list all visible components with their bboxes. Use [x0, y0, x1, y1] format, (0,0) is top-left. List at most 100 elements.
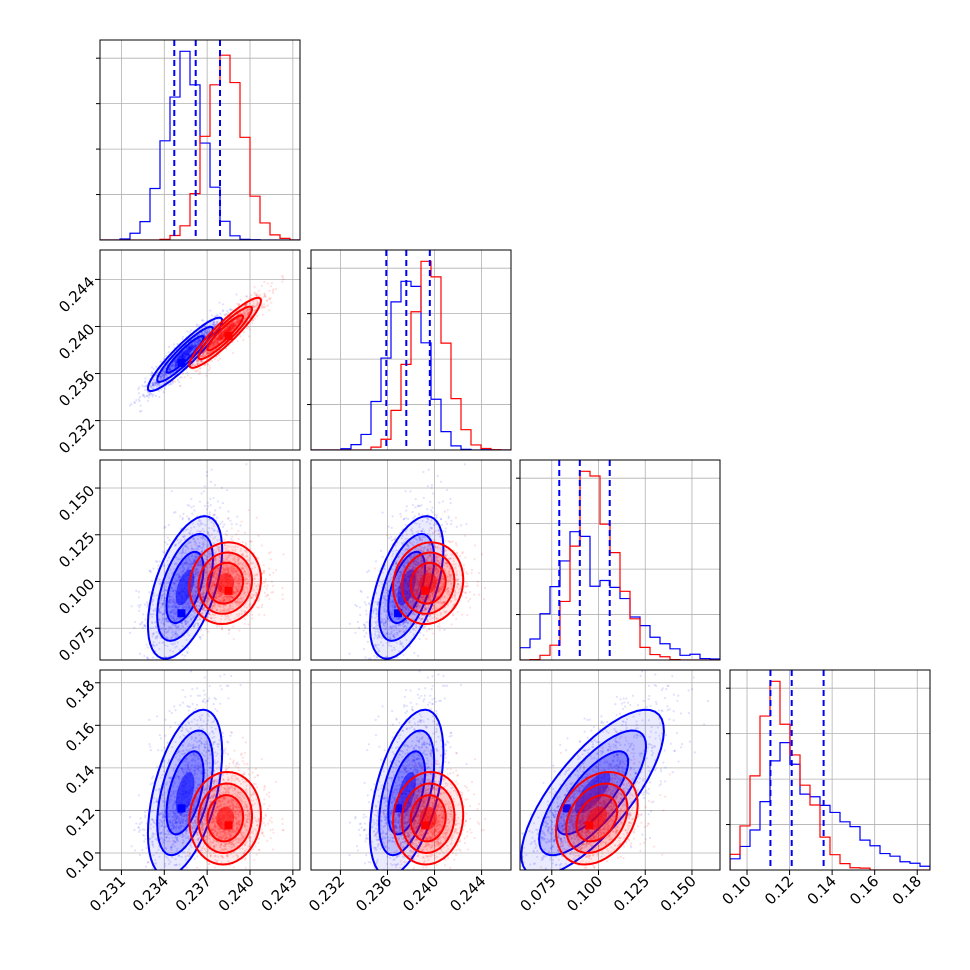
- sample-point-blue: [158, 378, 161, 381]
- sample-point-blue: [204, 334, 207, 337]
- sample-point-red: [209, 351, 212, 354]
- sample-point-blue: [141, 394, 144, 397]
- sample-point-blue: [166, 631, 169, 634]
- sample-point-blue: [154, 383, 157, 386]
- sample-point-red: [199, 366, 202, 370]
- sample-point-red: [206, 351, 209, 354]
- sample-point-blue: [174, 364, 178, 367]
- sample-point-red: [196, 361, 199, 364]
- sample-point-blue: [188, 344, 191, 348]
- sample-point-red: [210, 343, 213, 346]
- sample-point-red: [266, 584, 269, 587]
- sample-point-blue: [186, 542, 189, 545]
- sample-point-red: [216, 341, 219, 344]
- sample-point-blue: [164, 541, 167, 544]
- sample-point-blue: [188, 353, 191, 356]
- sample-point-blue: [149, 693, 151, 695]
- sample-point-red: [197, 359, 200, 363]
- sample-point-red: [207, 352, 210, 355]
- sample-point-blue: [225, 530, 228, 533]
- sample-point-red: [214, 340, 217, 344]
- sample-point-red: [281, 593, 284, 596]
- sample-point-blue: [160, 375, 163, 378]
- sample-point-blue: [144, 380, 147, 383]
- sample-point-blue: [192, 625, 195, 628]
- sample-point-blue: [168, 538, 171, 542]
- panel-0-0: [96, 39, 301, 241]
- sample-point-blue: [188, 331, 192, 334]
- sample-point-red: [246, 311, 249, 314]
- sample-point-blue: [209, 480, 213, 483]
- sample-point-red: [235, 320, 238, 323]
- sample-point-blue: [159, 377, 163, 380]
- sample-point-blue: [197, 519, 201, 522]
- sample-point-red: [269, 296, 272, 300]
- sample-point-red: [249, 296, 252, 299]
- sample-point-blue: [175, 362, 178, 366]
- sample-point-red: [196, 359, 199, 363]
- sample-point-red: [213, 340, 216, 343]
- sample-point-blue: [194, 345, 198, 348]
- sample-point-blue: [159, 378, 163, 381]
- sample-point-blue: [172, 364, 175, 367]
- sample-point-blue: [151, 384, 154, 387]
- sample-point-blue: [175, 612, 178, 615]
- sample-point-blue: [194, 345, 197, 348]
- sample-point-blue: [155, 381, 158, 384]
- sample-point-blue: [193, 340, 196, 343]
- sample-point-blue: [203, 538, 207, 541]
- sample-point-red: [202, 351, 205, 354]
- sample-point-red: [281, 275, 284, 279]
- sample-point-red: [181, 372, 185, 375]
- sample-point-blue: [191, 343, 194, 346]
- sample-point-red: [251, 304, 254, 308]
- sample-point-blue: [229, 519, 232, 522]
- sample-point-red: [196, 359, 199, 362]
- sample-point-blue: [199, 635, 202, 639]
- sample-point-blue: [212, 322, 215, 326]
- sample-point-red: [271, 291, 275, 295]
- sample-point-red: [244, 303, 247, 307]
- sample-point-blue: [151, 656, 155, 659]
- sample-point-blue: [130, 605, 133, 608]
- sample-point-red: [243, 318, 246, 321]
- sample-point-red: [269, 551, 272, 554]
- sample-point-blue: [163, 371, 167, 374]
- sample-point-red: [263, 280, 266, 283]
- sample-point-red: [252, 299, 255, 302]
- sample-point-blue: [143, 395, 146, 398]
- sample-point-blue: [200, 333, 204, 336]
- sample-point-red: [243, 617, 247, 621]
- sample-point-blue: [245, 463, 248, 466]
- sample-point-blue: [203, 330, 206, 333]
- sample-point-red: [211, 342, 214, 345]
- sample-point-blue: [214, 323, 217, 326]
- sample-point-blue: [170, 490, 173, 493]
- sample-point-red: [236, 317, 239, 320]
- sample-point-blue: [194, 343, 197, 347]
- sample-point-blue: [197, 341, 200, 344]
- sample-point-blue: [165, 375, 169, 378]
- sample-point-blue: [153, 382, 157, 385]
- sample-point-blue: [146, 657, 149, 660]
- sample-point-red: [261, 313, 264, 316]
- sample-point-blue: [191, 512, 194, 515]
- sample-point-red: [201, 355, 205, 358]
- sample-point-blue: [164, 372, 167, 375]
- sample-point-red: [235, 533, 238, 536]
- sample-point-blue: [195, 340, 199, 343]
- sample-point-blue: [195, 570, 198, 573]
- sample-point-blue: [201, 331, 204, 334]
- sample-point-blue: [180, 352, 183, 355]
- sample-point-red: [237, 319, 240, 322]
- sample-point-red: [256, 292, 259, 295]
- sample-point-blue: [179, 515, 182, 518]
- sample-point-red: [226, 324, 229, 328]
- sample-point-red: [207, 351, 211, 355]
- sample-point-blue: [157, 389, 160, 393]
- sample-point-blue: [192, 505, 195, 508]
- sample-point-blue: [181, 517, 184, 520]
- sample-point-red: [189, 376, 192, 379]
- sample-point-red: [253, 302, 256, 305]
